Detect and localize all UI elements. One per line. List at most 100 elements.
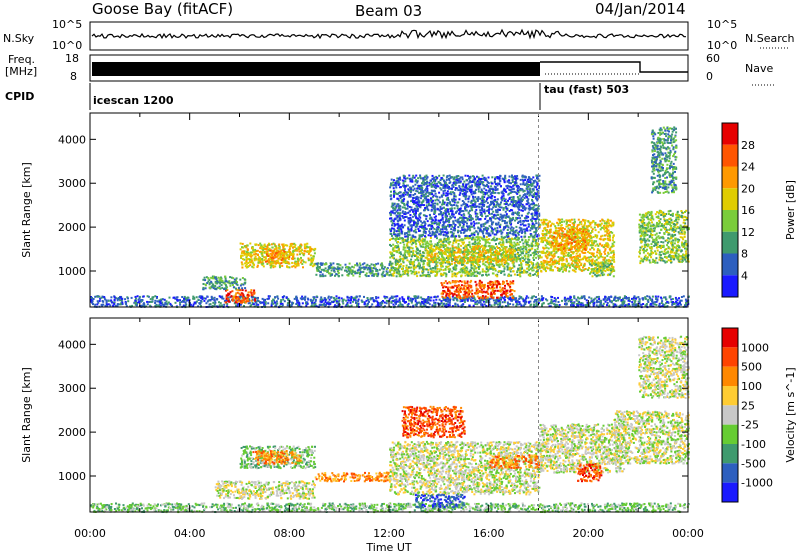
data-cell	[433, 256, 436, 259]
data-cell	[456, 247, 458, 250]
data-cell	[460, 204, 463, 207]
data-cell	[156, 300, 159, 303]
data-cell	[398, 232, 401, 235]
data-cell	[142, 295, 145, 298]
data-cell	[621, 301, 624, 304]
data-cell	[356, 302, 359, 305]
data-cell	[268, 243, 271, 246]
data-cell	[385, 302, 388, 305]
data-cell	[469, 281, 472, 284]
data-cell	[436, 295, 439, 298]
data-cell	[296, 299, 298, 302]
data-cell	[446, 249, 449, 251]
data-cell	[260, 250, 263, 253]
data-cell	[366, 268, 369, 271]
data-cell	[491, 232, 494, 235]
data-cell	[475, 236, 478, 239]
data-cell	[452, 294, 455, 297]
data-cell	[221, 281, 224, 284]
data-cell	[492, 221, 495, 224]
data-cell	[535, 186, 537, 189]
data-cell	[422, 255, 425, 257]
data-cell	[355, 295, 358, 298]
data-cell	[233, 280, 236, 283]
data-cell	[453, 265, 456, 268]
data-cell	[460, 297, 463, 300]
data-cell	[221, 286, 224, 289]
data-cell	[448, 262, 451, 265]
data-cell	[474, 301, 477, 304]
data-cell	[494, 274, 497, 277]
data-cell	[236, 291, 239, 294]
data-cell	[487, 286, 490, 289]
data-cell	[407, 191, 410, 194]
data-cell	[483, 270, 486, 273]
data-cell	[363, 295, 365, 298]
data-cell	[141, 299, 144, 302]
sky-left-tick-bottom: 10^0	[52, 39, 82, 52]
data-cell	[462, 216, 465, 219]
data-cell	[521, 267, 524, 270]
data-cell	[525, 243, 528, 246]
data-cell	[481, 209, 484, 211]
data-cell	[356, 264, 359, 267]
data-cell	[497, 298, 499, 301]
data-cell	[428, 299, 431, 302]
data-cell	[509, 293, 512, 296]
data-cell	[402, 254, 405, 257]
data-cell	[443, 203, 445, 206]
data-cell	[460, 305, 463, 308]
data-cell	[533, 236, 536, 239]
data-cell	[448, 255, 451, 258]
data-cell	[398, 266, 401, 269]
data-cell	[489, 251, 492, 254]
data-cell	[390, 269, 393, 272]
data-cell	[410, 236, 413, 239]
data-cell	[218, 295, 221, 298]
data-cell	[250, 258, 253, 261]
data-cell	[507, 284, 510, 287]
data-cell	[312, 302, 315, 305]
data-cell	[514, 237, 517, 240]
data-cell	[172, 296, 175, 299]
data-cell	[304, 298, 306, 301]
data-cell	[265, 253, 268, 256]
data-cell	[505, 255, 508, 257]
data-cell	[471, 292, 474, 295]
data-cell	[350, 270, 353, 273]
data-cell	[245, 251, 248, 253]
data-cell	[451, 249, 454, 252]
data-cell	[297, 261, 300, 264]
data-cell	[272, 264, 275, 267]
data-cell	[496, 237, 498, 240]
data-cell	[250, 259, 253, 262]
data-cell	[270, 303, 273, 306]
data-cell	[179, 301, 181, 304]
data-cell	[390, 255, 393, 258]
data-cell	[240, 252, 243, 255]
data-cell	[487, 282, 490, 285]
data-cell	[416, 257, 419, 260]
data-cell	[406, 242, 409, 245]
data-cell	[291, 301, 294, 304]
data-cell	[466, 228, 469, 231]
data-cell	[535, 265, 538, 268]
data-cell	[373, 273, 375, 276]
data-cell	[422, 305, 425, 308]
data-cell	[102, 303, 105, 306]
data-cell	[208, 282, 211, 285]
data-cell	[475, 197, 478, 200]
data-cell	[391, 253, 394, 256]
data-cell	[285, 261, 288, 264]
data-cell	[457, 243, 460, 245]
data-cell	[262, 265, 265, 268]
data-cell	[402, 270, 404, 273]
data-cell	[385, 299, 388, 302]
data-cell	[269, 262, 272, 265]
data-cell	[318, 303, 321, 306]
data-cell	[350, 297, 353, 300]
data-cell	[308, 251, 311, 254]
data-cell	[613, 299, 615, 302]
data-cell	[239, 242, 242, 245]
